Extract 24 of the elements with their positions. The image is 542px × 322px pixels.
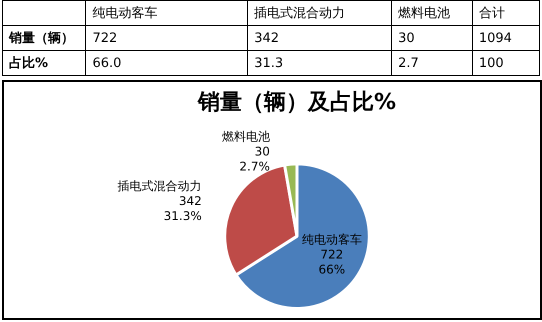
text: 2.7% xyxy=(239,159,270,174)
data-label: 30 xyxy=(254,144,270,158)
text: 合计 xyxy=(472,0,540,26)
category-label: 燃料电池 xyxy=(398,6,450,21)
category-label: 插电式混合动力 xyxy=(254,6,346,21)
slice-label: 燃料电池 xyxy=(222,129,270,144)
text: 722 xyxy=(86,26,248,50)
text: 31.3% xyxy=(164,209,202,224)
data-label: 342 xyxy=(178,194,202,208)
text: 销量（辆） xyxy=(2,26,86,50)
text: 31.3 xyxy=(248,50,392,76)
data-label: 722 xyxy=(320,247,344,262)
text: 2.7 xyxy=(392,50,472,76)
category-label: 纯电动客车 xyxy=(92,6,158,21)
text: 1094 xyxy=(472,26,540,50)
slice-label: 插电式混合动力 xyxy=(118,179,202,194)
text: 30 xyxy=(392,26,472,50)
chart-title: 销量（辆）及占比% xyxy=(196,90,396,115)
text: 66% xyxy=(318,262,346,276)
text: 342 xyxy=(248,26,392,50)
text: 100 xyxy=(472,50,540,76)
slice-label: 纯电动客车 xyxy=(302,232,362,246)
text: 66.0 xyxy=(86,50,248,76)
text: 占比% xyxy=(2,50,86,76)
